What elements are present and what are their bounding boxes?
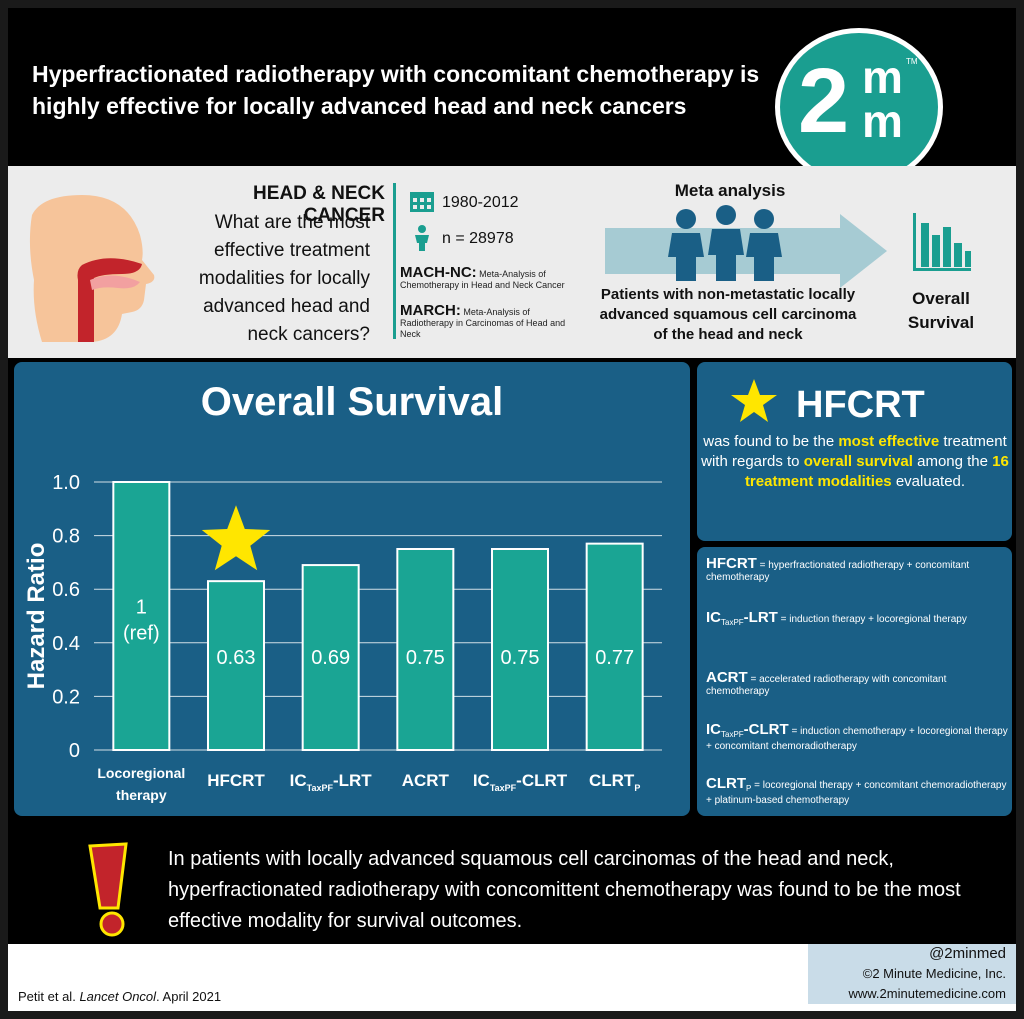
- finding-text: treatment with regards to: [701, 433, 1007, 470]
- glossary-def: = induction therapy + locoregional thera…: [780, 614, 967, 625]
- glossary-abbr: IC: [706, 609, 721, 626]
- glossary-sub: P: [746, 784, 752, 793]
- x-tick-label: ICTaxPF-LRT: [290, 771, 373, 793]
- exclamation-icon: [88, 842, 128, 937]
- glossary-suffix: -LRT: [743, 609, 778, 626]
- chart-title: Overall Survival: [200, 380, 504, 424]
- star-icon: [731, 379, 777, 422]
- calendar-icon: [410, 192, 434, 212]
- logo-letter-bottom: m: [862, 95, 903, 147]
- hazard-ratio-chart: 1.0 0.8 0.6 0.4 0.2 0 Hazard Ratio 1 (ref) Locore…: [23, 472, 662, 803]
- logo-trademark: TM: [906, 57, 918, 66]
- glossary-abbr: IC: [706, 721, 721, 738]
- x-tick-label: HFCRT: [207, 771, 265, 790]
- citation-authors: Petit et al.: [18, 989, 76, 1004]
- y-tick-label: 0.8: [52, 526, 80, 548]
- glossary-def: = locoregional therapy + concomitant che…: [706, 780, 1007, 806]
- glossary-def: = accelerated radiotherapy with concomit…: [706, 674, 947, 697]
- copyright: ©2 Minute Medicine, Inc.: [862, 966, 1006, 981]
- trial-desc: Meta-Analysis of Radiotherapy in Carcino…: [400, 307, 566, 339]
- people-group-icon: [668, 205, 782, 281]
- citation-journal: Lancet Oncol: [79, 989, 157, 1004]
- bar: [301, 564, 360, 751]
- divider: [393, 183, 396, 339]
- bar-chart-icon: [913, 213, 971, 271]
- y-tick-label: 1.0: [52, 472, 80, 494]
- bar: [207, 580, 265, 751]
- glossary-item: ICTaxPF-CLRT = induction chemotherapy + …: [706, 721, 1010, 753]
- glossary-item: CLRTP = locoregional therapy + concomita…: [706, 775, 1010, 807]
- question-heading: HEAD & NECK CANCER: [253, 183, 385, 226]
- trial-march: MARCH: Meta-Analysis of Radiotherapy in …: [400, 302, 580, 340]
- data-label: 0.75: [501, 647, 540, 669]
- bar: [491, 548, 549, 751]
- finding-text: evaluated.: [895, 473, 966, 490]
- data-label: 0.75: [406, 647, 445, 669]
- hfcrt-heading: HFCRT: [796, 384, 925, 426]
- meta-analysis-label: Meta analysis: [674, 181, 786, 200]
- conclusion-text: In patients with locally advanced squamo…: [168, 848, 961, 932]
- logo-numeral: 2: [798, 50, 850, 152]
- finding-highlight: 16 treatment modalities: [744, 453, 1009, 490]
- finding-highlight: overall survival: [803, 453, 913, 470]
- bar: [585, 542, 644, 751]
- glossary-def: = hyperfractionated radiotherapy + conco…: [706, 560, 970, 583]
- trial-desc: Meta-Analysis of Chemotherapy in Head an…: [400, 269, 565, 290]
- head-profile-icon: [29, 195, 155, 342]
- data-label: (ref): [123, 622, 160, 644]
- glossary-abbr: ACRT: [706, 669, 748, 686]
- y-tick-label: 0.4: [52, 633, 80, 655]
- glossary-abbr: CLRT: [706, 775, 746, 792]
- outcome-label: Overall Survival: [907, 289, 975, 332]
- logo-letter-top: m: [862, 51, 903, 103]
- glossary-suffix: -CLRT: [743, 721, 789, 738]
- x-tick-label: Locoregional: [97, 765, 185, 781]
- trial-mach-nc: MACH-NC: Meta-Analysis of Chemotherapy i…: [400, 264, 580, 291]
- data-label: 0.69: [311, 647, 350, 669]
- credits-box: @2minmed ©2 Minute Medicine, Inc. www.2m…: [808, 944, 1016, 1004]
- glossary-abbr: HFCRT: [706, 555, 757, 572]
- data-label: 0.77: [595, 647, 634, 669]
- citation: Petit et al. Lancet Oncol. April 2021: [18, 989, 221, 1004]
- trial-name: MARCH:: [400, 302, 461, 319]
- flow-arrow-icon: [605, 214, 887, 288]
- x-tick-label: ACRT: [402, 771, 450, 790]
- page-title: Hyperfractionated radiotherapy with conc…: [32, 61, 760, 119]
- x-tick-label: ICTaxPF-CLRT: [473, 771, 568, 793]
- glossary-sub: TaxPF: [721, 618, 744, 627]
- sample-size: n = 28978: [442, 230, 514, 247]
- y-axis-label: Hazard Ratio: [23, 543, 50, 690]
- star-marker: [201, 505, 271, 571]
- website-link[interactable]: www.2minutemedicine.com: [848, 986, 1006, 1001]
- study-years: 1980-2012: [442, 194, 519, 211]
- glossary-item: ICTaxPF-LRT = induction therapy + locore…: [706, 609, 1010, 629]
- y-tick-label: 0.6: [52, 579, 80, 601]
- citation-date: . April 2021: [156, 989, 222, 1004]
- glossary-item: ACRT = accelerated radiotherapy with con…: [706, 669, 1010, 698]
- glossary-item: HFCRT = hyperfractionated radiotherapy +…: [706, 555, 1010, 584]
- brand-logo: 2 m m TM: [775, 28, 943, 186]
- y-tick-label: 0: [69, 740, 80, 762]
- y-tick-label: 0.2: [52, 686, 80, 708]
- x-tick-label: CLRTP: [589, 771, 640, 793]
- finding-text: among the: [917, 453, 988, 470]
- patient-population: Patients with non-metastatic locally adv…: [599, 286, 857, 343]
- glossary-panel: [697, 547, 1012, 816]
- trial-name: MACH-NC:: [400, 264, 477, 281]
- bar: [396, 548, 455, 751]
- bar: [112, 481, 171, 751]
- study-question: What are the most effective treatment mo…: [198, 212, 370, 345]
- data-label: 0.63: [217, 647, 256, 669]
- x-tick-label: therapy: [116, 787, 167, 803]
- glossary-sub: TaxPF: [721, 730, 744, 739]
- conclusion-bar: [60, 826, 1016, 944]
- person-icon: [415, 225, 429, 251]
- data-label: 1: [136, 596, 147, 618]
- glossary-def: = induction chemotherapy + locoregional …: [706, 726, 1008, 752]
- finding-text: was found to be the: [703, 433, 835, 450]
- hfcrt-finding: was found to be the most effective treat…: [700, 432, 1010, 492]
- social-handle[interactable]: @2minmed: [929, 945, 1006, 962]
- finding-highlight: most effective: [838, 433, 940, 450]
